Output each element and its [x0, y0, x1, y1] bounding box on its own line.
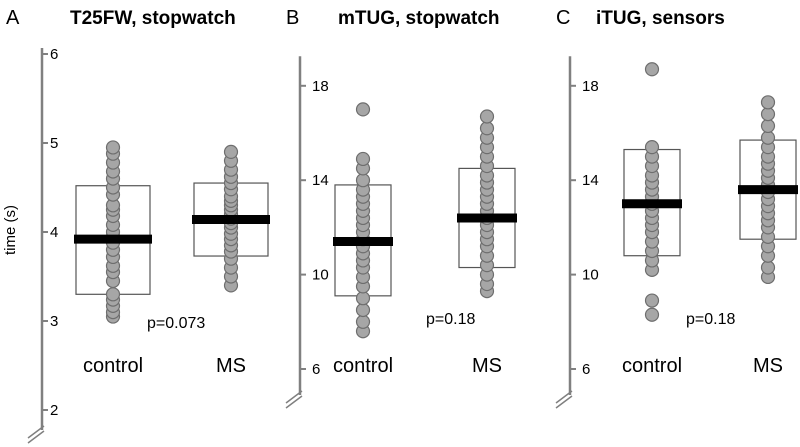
- panel-letter: A: [6, 7, 20, 29]
- y-tick-label: 3: [50, 313, 58, 330]
- y-tick-label: 10: [582, 267, 599, 284]
- axis-break-mark: [27, 430, 45, 444]
- data-point: [105, 287, 121, 302]
- panel-title: T25FW, stopwatch: [70, 8, 236, 29]
- data-point: [223, 144, 239, 159]
- axis-break-mark: [27, 425, 45, 439]
- data-point: [355, 173, 371, 188]
- y-tick-label: 14: [582, 172, 599, 189]
- data-point: [479, 121, 495, 136]
- y-tick-label: 4: [50, 224, 58, 241]
- panel-title: mTUG, stopwatch: [338, 8, 500, 29]
- panel-letter: C: [556, 7, 570, 29]
- y-tick-label: 14: [312, 172, 329, 189]
- data-point: [760, 95, 776, 110]
- data-point: [760, 118, 776, 134]
- y-tick-label: 6: [582, 361, 590, 378]
- p-value-label: p=0.073: [147, 315, 205, 332]
- y-tick-label: 18: [582, 78, 599, 95]
- y-tick-label: 18: [312, 78, 329, 95]
- y-tick-label: 10: [312, 267, 329, 284]
- data-point: [644, 62, 660, 77]
- data-point: [644, 307, 660, 322]
- category-label: MS: [472, 355, 502, 377]
- category-label: control: [83, 355, 143, 377]
- axis-break-mark: [555, 395, 573, 409]
- p-value-label: p=0.18: [686, 311, 735, 328]
- category-label: MS: [216, 355, 246, 377]
- category-label: control: [622, 355, 682, 377]
- data-point: [760, 130, 776, 145]
- data-point: [644, 293, 660, 308]
- y-tick-label: 6: [312, 361, 320, 378]
- p-value-label: p=0.18: [426, 311, 475, 328]
- category-label: control: [333, 355, 393, 377]
- data-point: [644, 140, 660, 155]
- data-point: [355, 302, 371, 318]
- data-point: [105, 140, 121, 155]
- y-tick-label: 5: [50, 135, 58, 152]
- panel-letter: B: [286, 7, 299, 29]
- data-point: [355, 102, 371, 117]
- data-point: [355, 291, 371, 306]
- axis-break-mark: [555, 390, 573, 404]
- axis-break-mark: [285, 395, 303, 409]
- data-point: [760, 260, 776, 275]
- data-point: [355, 314, 371, 329]
- y-tick-label: 2: [50, 402, 58, 419]
- panel-title: iTUG, sensors: [596, 8, 725, 29]
- axis-break-mark: [285, 390, 303, 404]
- data-point: [760, 107, 776, 122]
- data-point: [479, 109, 495, 124]
- data-point: [355, 151, 371, 167]
- y-tick-label: 6: [50, 46, 58, 63]
- y-axis-label: time (s): [2, 205, 19, 255]
- category-label: MS: [753, 355, 783, 377]
